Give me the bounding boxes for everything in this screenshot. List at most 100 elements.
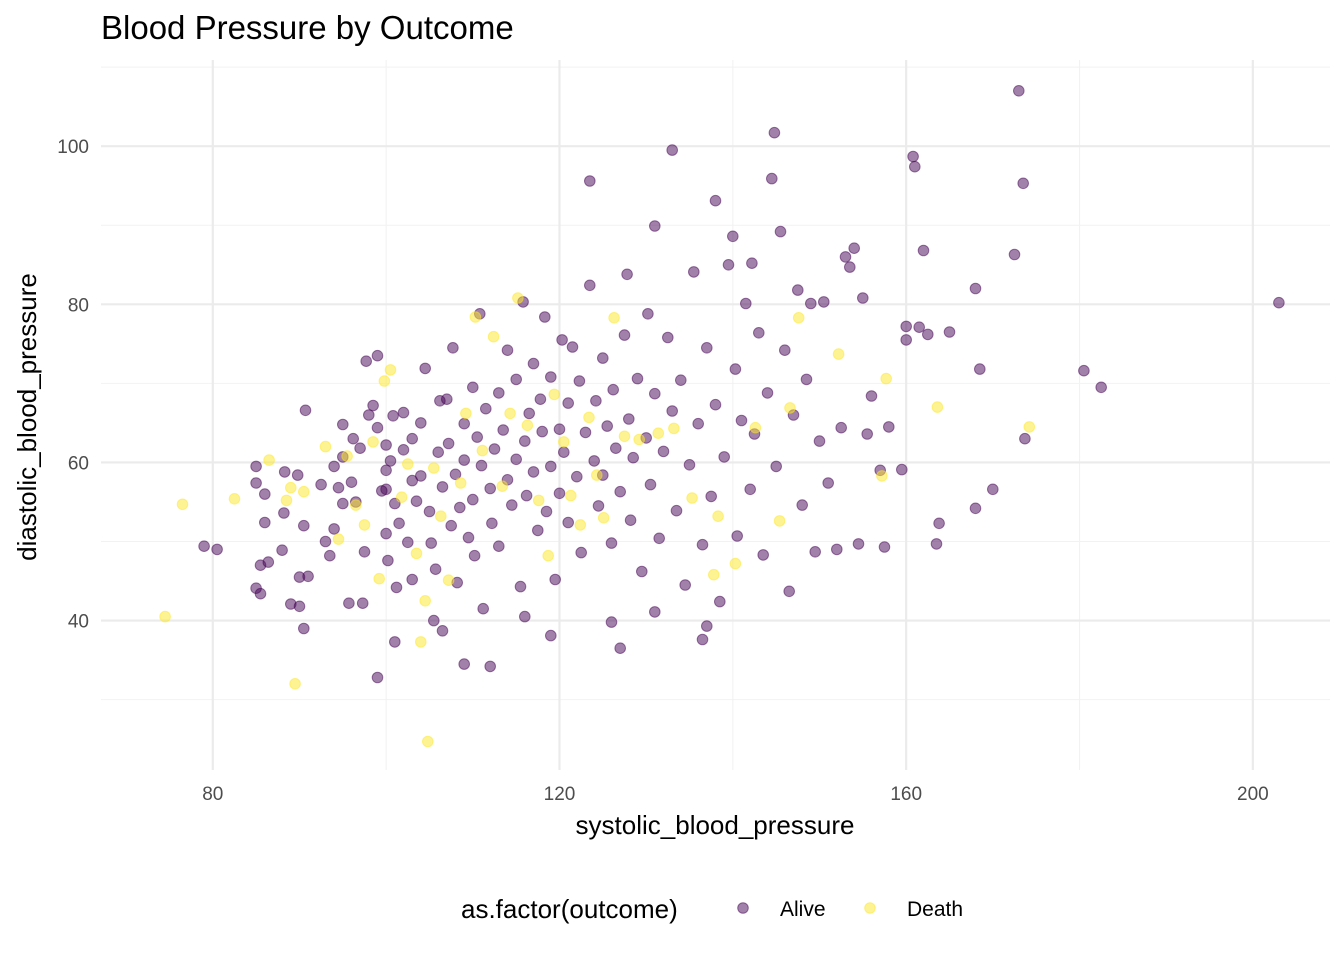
- data-point-alive: [389, 636, 401, 648]
- data-point-alive: [566, 341, 579, 353]
- data-point-alive: [590, 395, 602, 407]
- data-point-death: [341, 450, 353, 462]
- data-point-alive: [510, 453, 523, 466]
- data-point-death: [476, 444, 489, 457]
- data-point-death: [442, 574, 455, 587]
- data-point-death: [298, 485, 310, 498]
- data-point-alive: [813, 435, 826, 447]
- data-point-alive: [471, 431, 484, 443]
- data-point-death: [350, 499, 362, 511]
- data-point-alive: [506, 499, 518, 511]
- data-point-alive: [293, 600, 306, 613]
- data-point-death: [454, 477, 467, 489]
- major-gridlines: [101, 60, 1330, 770]
- data-point-alive: [597, 352, 609, 364]
- legend-label-alive: Alive: [780, 898, 826, 921]
- data-point-alive: [605, 537, 618, 549]
- data-point-death: [521, 419, 534, 432]
- data-point-alive: [933, 517, 945, 530]
- data-point-alive: [592, 500, 605, 512]
- data-point-alive: [731, 530, 744, 542]
- data-point-alive: [883, 421, 895, 433]
- y-tick-label: 100: [57, 137, 89, 158]
- data-point-death: [532, 494, 545, 507]
- data-point-alive: [571, 470, 583, 483]
- data-point-alive: [545, 371, 557, 383]
- data-point-alive: [727, 230, 739, 243]
- data-point-death: [422, 735, 434, 748]
- data-point-alive: [974, 363, 986, 375]
- data-point-alive: [878, 541, 891, 553]
- data-point-alive: [714, 595, 726, 608]
- data-point-alive: [315, 478, 327, 491]
- data-point-alive: [415, 470, 427, 482]
- data-point-alive: [753, 327, 765, 339]
- data-point-alive: [701, 342, 713, 354]
- data-point-alive: [428, 614, 440, 627]
- data-point-alive: [477, 602, 490, 615]
- data-point-alive: [662, 331, 674, 344]
- data-point-alive: [553, 487, 566, 500]
- data-point-death: [712, 510, 724, 523]
- data-point-alive: [900, 320, 913, 333]
- data-point-alive: [545, 629, 557, 642]
- data-point-alive: [1019, 432, 1031, 445]
- data-point-death: [668, 422, 680, 435]
- data-point-alive: [792, 284, 804, 296]
- data-point-alive: [436, 481, 449, 493]
- data-point-alive: [900, 334, 913, 346]
- data-point-alive: [298, 622, 310, 635]
- data-point-alive: [969, 282, 982, 295]
- data-point-alive: [380, 439, 392, 451]
- y-tick-label: 60: [68, 453, 89, 474]
- data-point-alive: [610, 442, 622, 455]
- data-point-alive: [624, 514, 637, 527]
- data-point-alive: [636, 565, 648, 578]
- data-point-death: [618, 430, 631, 443]
- data-point-alive: [527, 357, 540, 370]
- data-point-alive: [519, 435, 531, 447]
- data-point-death: [686, 492, 698, 504]
- data-point-alive: [429, 563, 442, 576]
- data-point-death: [159, 610, 171, 623]
- data-point-death: [373, 572, 386, 585]
- data-point-alive: [319, 535, 332, 548]
- data-point-death: [280, 494, 293, 507]
- data-point-alive: [573, 375, 586, 387]
- data-point-alive: [1017, 177, 1030, 190]
- data-point-death: [583, 411, 595, 424]
- data-point-alive: [397, 406, 410, 419]
- data-point-alive: [766, 172, 778, 185]
- legend-label-death: Death: [907, 898, 963, 921]
- data-point-death: [358, 519, 371, 531]
- legend-title: as.factor(outcome): [461, 894, 678, 924]
- data-point-alive: [744, 483, 757, 496]
- data-point-alive: [291, 469, 304, 481]
- x-tick-label: 120: [544, 784, 576, 805]
- data-point-alive: [670, 504, 683, 517]
- data-point-alive: [211, 543, 223, 556]
- data-point-alive: [607, 383, 620, 396]
- data-point-death: [608, 312, 620, 324]
- x-tick-label: 80: [202, 784, 223, 805]
- data-point-death: [558, 436, 570, 448]
- data-point-alive: [709, 194, 722, 207]
- data-point-death: [367, 436, 379, 448]
- data-point-alive: [501, 344, 514, 357]
- legend: as.factor(outcome) Alive Death: [461, 894, 963, 924]
- data-point-alive: [371, 421, 384, 434]
- data-point-alive: [644, 478, 657, 491]
- data-point-alive: [415, 417, 427, 429]
- data-point-death: [435, 510, 447, 523]
- data-point-alive: [447, 342, 459, 354]
- data-point-alive: [746, 257, 758, 270]
- data-point-alive: [779, 344, 791, 357]
- data-point-alive: [917, 244, 930, 257]
- data-point-alive: [343, 597, 355, 610]
- data-point-alive: [488, 443, 501, 455]
- data-point-alive: [250, 477, 262, 489]
- data-point-alive: [675, 374, 687, 387]
- y-tick-label: 80: [68, 295, 89, 316]
- data-point-alive: [666, 144, 679, 156]
- data-point-alive: [848, 242, 861, 254]
